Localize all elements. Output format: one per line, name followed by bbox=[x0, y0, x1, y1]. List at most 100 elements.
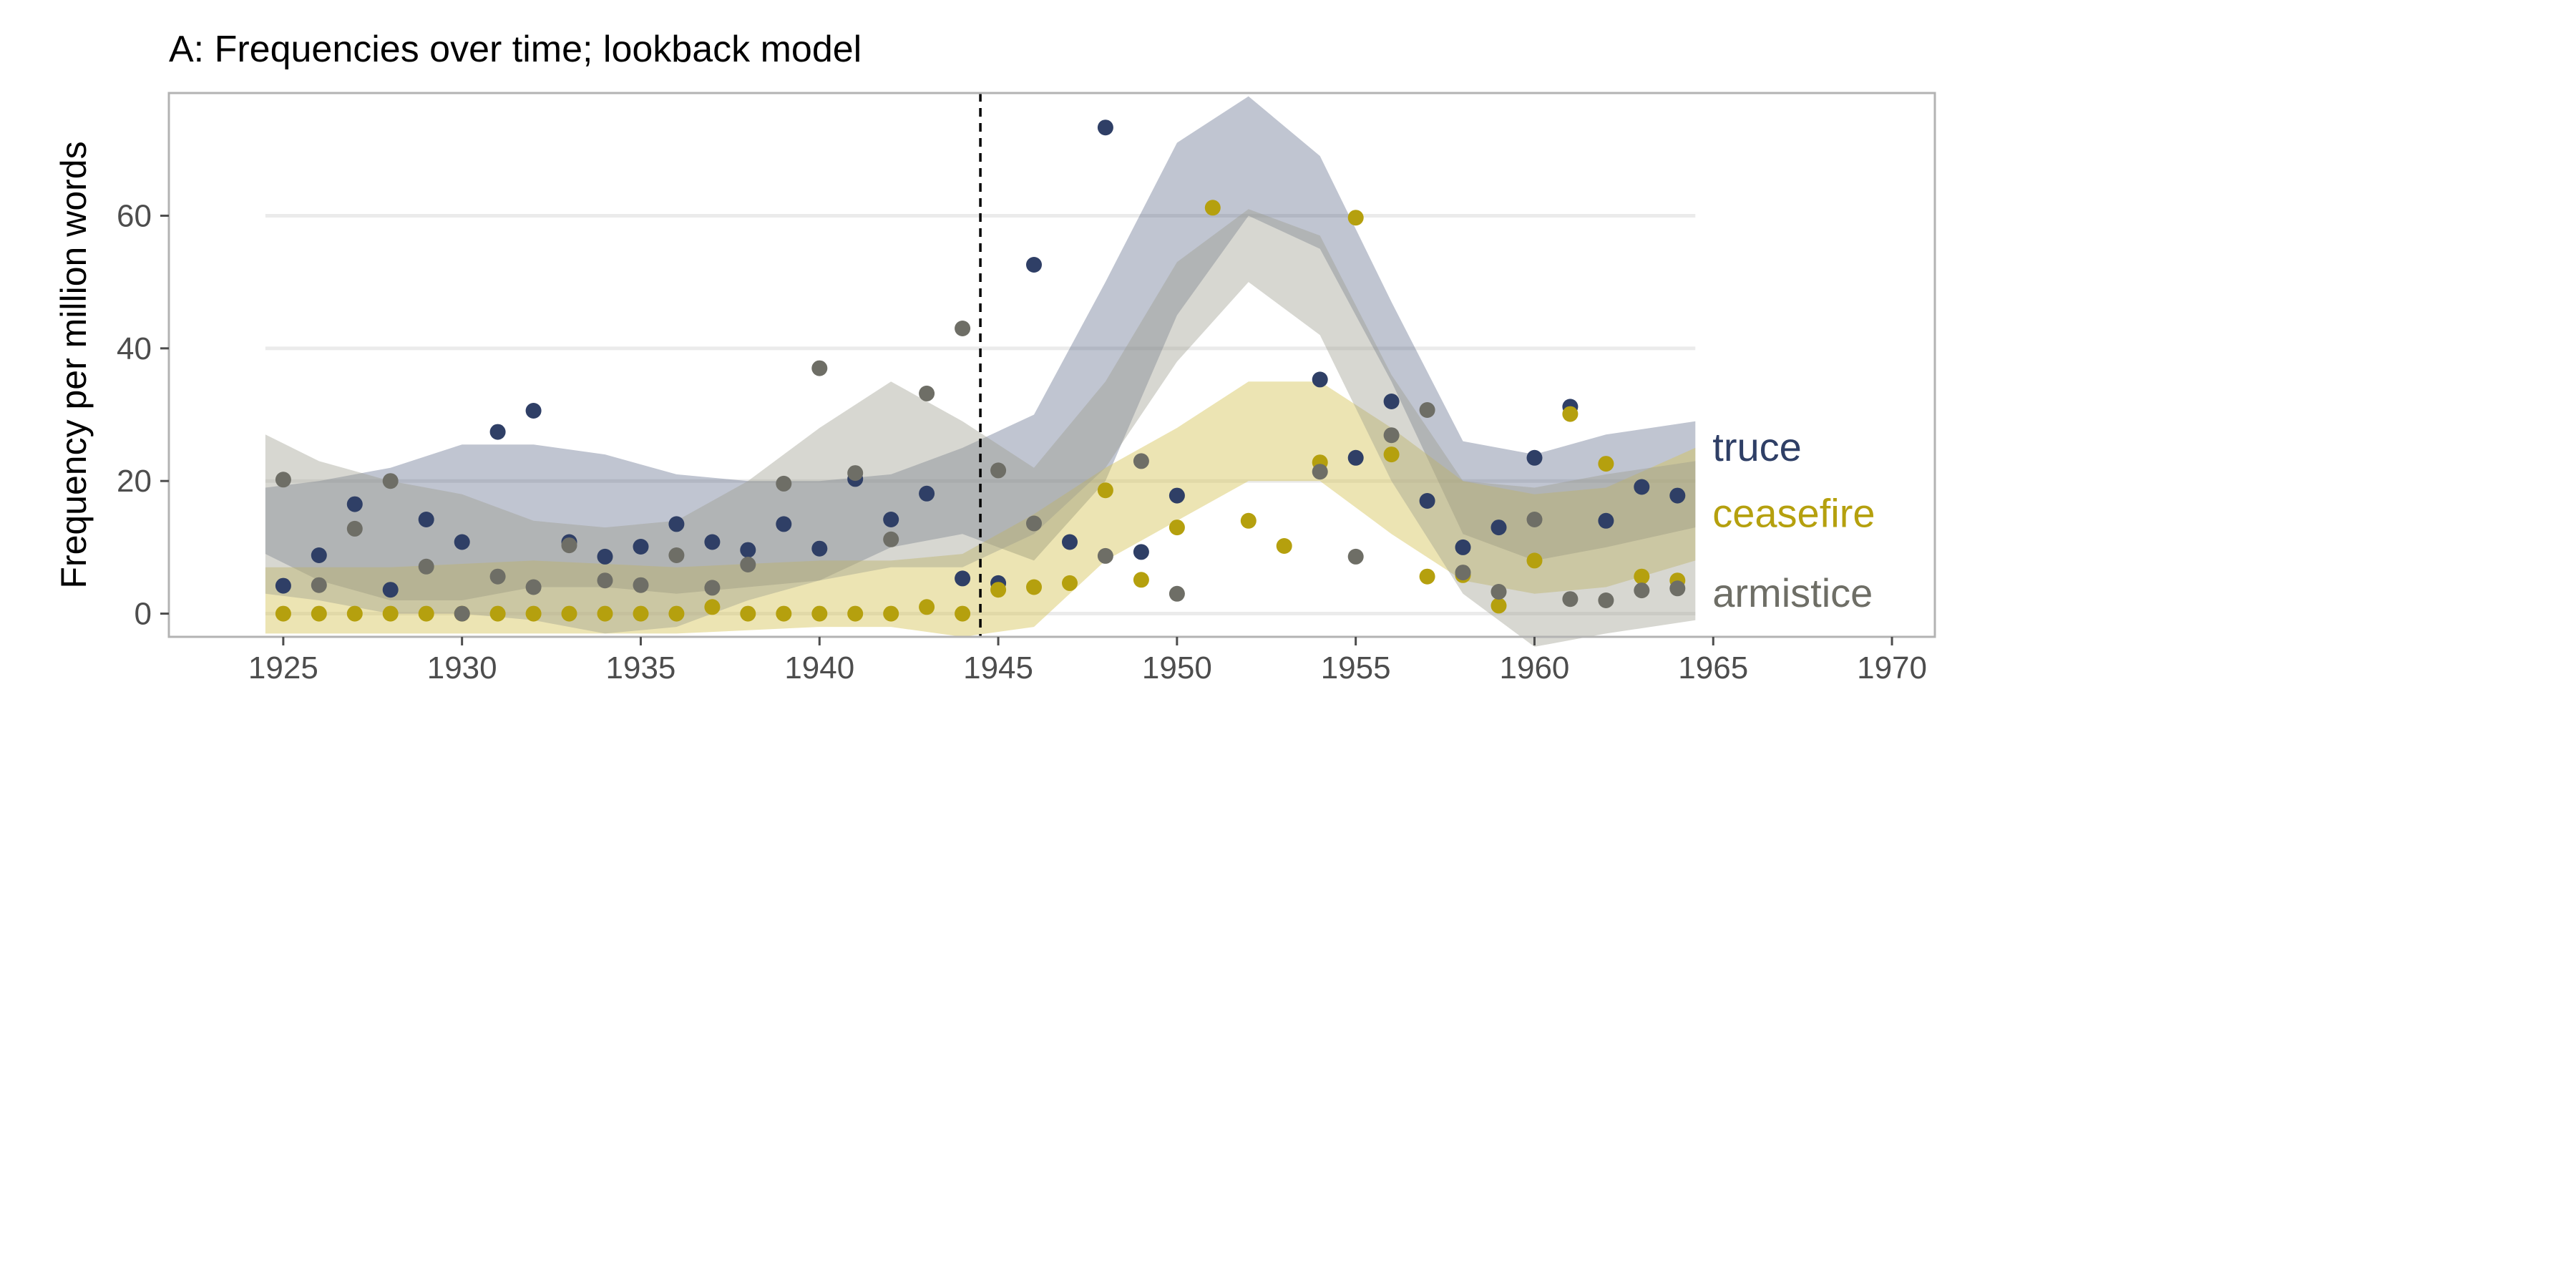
data-point-series-2 bbox=[955, 321, 971, 336]
data-point-series-0 bbox=[489, 424, 506, 440]
data-point-series-1 bbox=[1383, 447, 1400, 463]
data-point-series-0 bbox=[1383, 394, 1400, 409]
data-point-series-2 bbox=[1026, 515, 1042, 532]
data-point-series-0 bbox=[919, 485, 935, 502]
data-point-series-1 bbox=[311, 605, 327, 622]
data-points bbox=[275, 119, 1686, 622]
data-point-series-2 bbox=[275, 472, 291, 488]
x-tick-label: 1945 bbox=[963, 650, 1033, 686]
data-point-series-0 bbox=[597, 548, 613, 565]
confidence-bands bbox=[265, 96, 1696, 647]
series-label-1: ceasefire bbox=[1712, 491, 1875, 536]
data-point-series-2 bbox=[633, 577, 649, 593]
data-point-series-0 bbox=[1133, 544, 1149, 560]
data-point-series-0 bbox=[346, 496, 363, 512]
series-labels: truce ceasefire armistice bbox=[1712, 424, 1875, 615]
data-point-series-0 bbox=[1598, 512, 1614, 529]
data-point-series-2 bbox=[311, 577, 327, 593]
y-tick-label: 40 bbox=[117, 331, 152, 366]
plot-border bbox=[167, 92, 1936, 638]
data-point-series-1 bbox=[990, 582, 1007, 598]
data-point-series-2 bbox=[1133, 453, 1149, 469]
data-point-series-0 bbox=[776, 516, 792, 532]
data-point-series-0 bbox=[704, 534, 721, 550]
data-point-series-2 bbox=[525, 579, 542, 595]
data-point-series-1 bbox=[633, 605, 649, 622]
data-point-series-2 bbox=[1562, 591, 1579, 608]
data-point-series-1 bbox=[955, 605, 971, 622]
data-point-series-2 bbox=[990, 462, 1007, 479]
x-axis-ticks: 1925 1930 1935 1940 1945 1950 1955 1960 1965 1970 bbox=[248, 637, 1927, 686]
data-point-series-2 bbox=[382, 473, 399, 489]
data-point-series-1 bbox=[883, 605, 899, 622]
data-point-series-0 bbox=[525, 403, 542, 419]
data-point-series-1 bbox=[1204, 200, 1221, 216]
data-point-series-1 bbox=[275, 605, 291, 622]
data-point-series-1 bbox=[919, 599, 935, 615]
data-point-series-0 bbox=[1312, 371, 1328, 388]
data-point-series-1 bbox=[668, 605, 685, 622]
x-tick-label: 1925 bbox=[248, 650, 318, 686]
data-point-series-1 bbox=[1240, 512, 1257, 529]
confidence-band-0 bbox=[265, 96, 1696, 601]
x-tick-label: 1950 bbox=[1142, 650, 1212, 686]
x-tick-label: 1960 bbox=[1500, 650, 1570, 686]
confidence-band-2 bbox=[265, 209, 1696, 647]
data-point-series-2 bbox=[1669, 580, 1686, 597]
data-point-series-0 bbox=[311, 547, 327, 563]
data-point-series-0 bbox=[1634, 479, 1650, 495]
data-point-series-2 bbox=[597, 572, 613, 589]
x-tick-label: 1935 bbox=[606, 650, 676, 686]
data-point-series-1 bbox=[1169, 519, 1185, 536]
data-point-series-0 bbox=[418, 512, 434, 527]
data-point-series-1 bbox=[1097, 482, 1113, 499]
confidence-band-1 bbox=[265, 381, 1696, 637]
data-point-series-1 bbox=[1347, 210, 1364, 226]
data-point-series-0 bbox=[740, 542, 756, 558]
data-point-series-2 bbox=[1455, 565, 1471, 581]
data-point-series-2 bbox=[811, 360, 828, 376]
x-tick-label: 1970 bbox=[1857, 650, 1927, 686]
data-point-series-1 bbox=[382, 605, 399, 622]
data-point-series-2 bbox=[776, 475, 792, 492]
data-point-series-2 bbox=[346, 520, 363, 537]
data-point-series-1 bbox=[1562, 406, 1579, 422]
data-point-series-2 bbox=[1491, 584, 1507, 600]
data-point-series-1 bbox=[561, 605, 577, 622]
data-point-series-1 bbox=[1062, 575, 1078, 591]
data-point-series-1 bbox=[489, 605, 506, 622]
data-point-series-2 bbox=[454, 605, 470, 622]
series-label-2: armistice bbox=[1712, 570, 1873, 615]
data-point-series-1 bbox=[1276, 538, 1292, 554]
data-point-series-0 bbox=[811, 540, 828, 557]
y-axis-title: Frequency per million words bbox=[54, 141, 94, 588]
data-point-series-1 bbox=[1133, 572, 1149, 588]
data-point-series-0 bbox=[454, 534, 470, 550]
data-point-series-2 bbox=[561, 537, 577, 554]
y-tick-label: 20 bbox=[117, 464, 152, 499]
data-point-series-1 bbox=[704, 599, 721, 615]
x-tick-label: 1965 bbox=[1678, 650, 1748, 686]
data-point-series-2 bbox=[489, 568, 506, 585]
data-point-series-2 bbox=[704, 580, 721, 596]
data-point-series-0 bbox=[1491, 519, 1507, 536]
data-point-series-0 bbox=[955, 570, 971, 587]
data-point-series-1 bbox=[597, 605, 613, 622]
data-point-series-0 bbox=[1455, 539, 1471, 555]
data-point-series-0 bbox=[1347, 449, 1364, 466]
data-point-series-2 bbox=[1347, 548, 1364, 565]
data-point-series-1 bbox=[1634, 568, 1650, 585]
data-point-series-2 bbox=[1169, 585, 1185, 602]
data-point-series-0 bbox=[1169, 487, 1185, 504]
data-point-series-1 bbox=[1026, 579, 1042, 595]
data-point-series-1 bbox=[740, 605, 756, 622]
data-point-series-1 bbox=[847, 605, 864, 622]
data-point-series-2 bbox=[1383, 427, 1400, 444]
data-point-series-0 bbox=[275, 577, 291, 594]
data-point-series-1 bbox=[418, 605, 434, 622]
chart-title: A: Frequencies over time; lookback model bbox=[169, 29, 862, 70]
data-point-series-2 bbox=[1598, 592, 1614, 608]
data-point-series-1 bbox=[525, 605, 542, 622]
data-point-series-1 bbox=[1491, 597, 1507, 614]
